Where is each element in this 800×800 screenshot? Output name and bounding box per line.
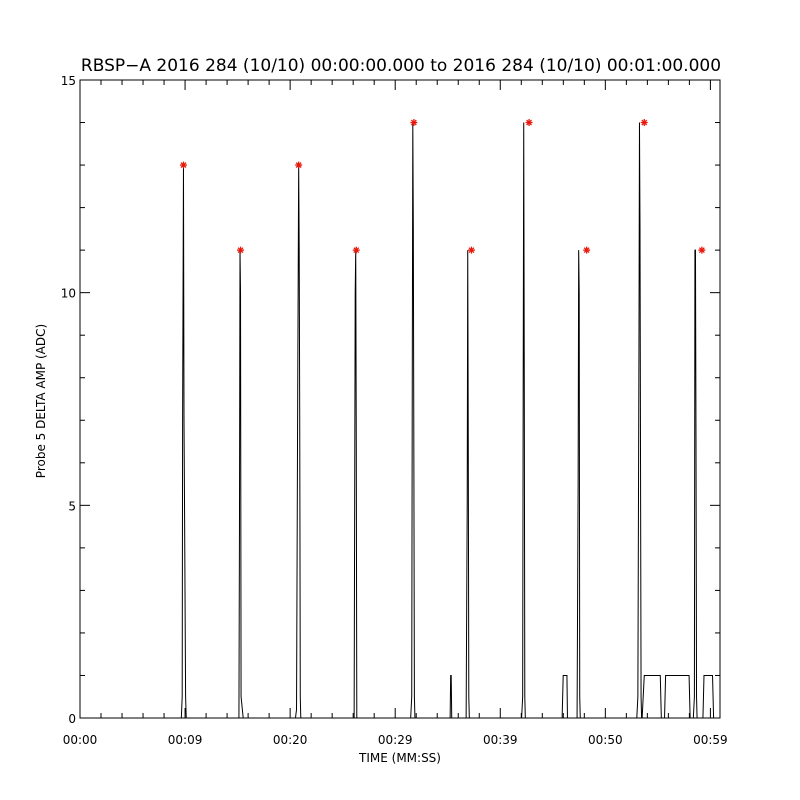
y-axis-label: Probe 5 DELTA AMP (ADC)	[34, 324, 48, 478]
x-tick-label: 00:50	[588, 733, 623, 747]
x-tick-label: 00:59	[693, 733, 728, 747]
chart-title: RBSP−A 2016 284 (10/10) 00:00:00.000 to …	[81, 56, 721, 76]
y-tick-label: 0	[68, 712, 76, 726]
peak-marker	[525, 119, 533, 127]
y-tick-label: 5	[68, 499, 76, 513]
x-tick-label: 00:20	[273, 733, 308, 747]
peak-marker	[410, 119, 418, 127]
x-tick-label: 00:39	[483, 733, 518, 747]
series-line	[80, 122, 720, 719]
peak-marker	[640, 119, 648, 127]
peak-marker	[352, 246, 360, 254]
x-tick-label: 00:29	[378, 733, 413, 747]
peak-marker	[295, 161, 303, 169]
peak-marker	[698, 246, 706, 254]
x-tick-label: 00:09	[168, 733, 203, 747]
peak-marker	[583, 246, 591, 254]
plot-frame	[79, 79, 721, 719]
x-tick-label: 00:00	[63, 733, 98, 747]
peak-marker	[179, 161, 187, 169]
y-tick-label: 15	[61, 74, 76, 88]
plot-area: 0 5 10 15 00:00 00:09 00:20 00:29 00:39 00:50 00:5…	[61, 74, 728, 747]
peak-marker	[467, 246, 475, 254]
x-axis-label: TIME (MM:SS)	[358, 751, 441, 765]
peak-marker	[237, 246, 245, 254]
y-tick-label: 10	[61, 287, 76, 301]
